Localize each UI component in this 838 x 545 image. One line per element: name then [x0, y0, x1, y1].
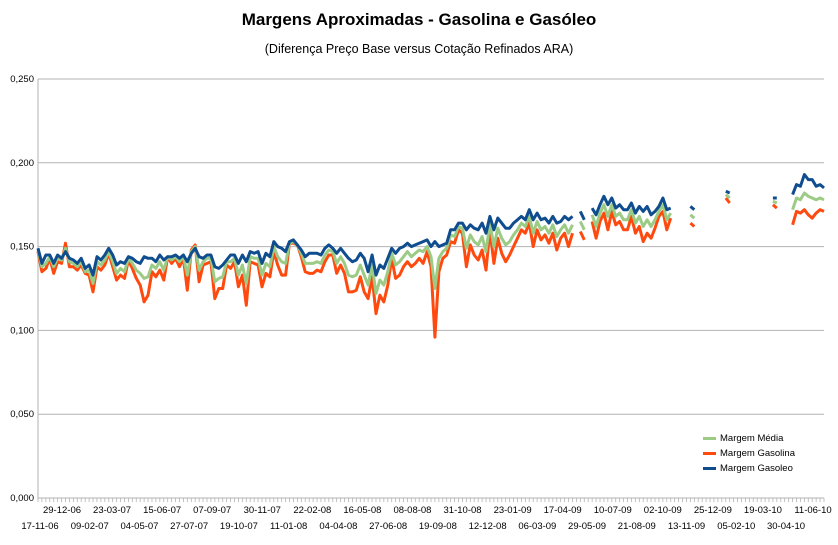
x-tick-label: 21-08-09 [618, 521, 656, 532]
x-tick-label: 23-03-07 [93, 505, 131, 516]
x-tick-label: 16-05-08 [343, 505, 381, 516]
x-tick-label: 19-10-07 [220, 521, 258, 532]
series-line-margem-m-dia [724, 193, 731, 200]
y-tick-label: 0,050 [10, 409, 34, 420]
x-tick-label: 23-01-09 [494, 505, 532, 516]
y-tick-label: 0,250 [10, 74, 34, 85]
x-tick-label: 25-12-09 [694, 505, 732, 516]
x-tick-label: 12-12-08 [469, 521, 507, 532]
x-tick-label: 13-11-09 [668, 521, 705, 532]
legend-item-media: Margem Média [703, 431, 795, 446]
series-lines [36, 173, 825, 339]
x-tick-label: 19-09-08 [419, 521, 457, 532]
x-tick-label: 11-06-10 [794, 505, 831, 516]
legend-swatch-gasoleo [703, 467, 716, 470]
x-tick-label: 22-02-08 [293, 505, 331, 516]
series-line-margem-m-dia [772, 199, 778, 205]
gridlines [37, 78, 825, 502]
x-tick-label: 02-10-09 [644, 505, 682, 516]
series-line-margem-gasolina [724, 197, 731, 204]
x-tick-label: 19-03-10 [744, 505, 782, 516]
series-line-margem-m-dia [36, 214, 574, 295]
x-tick-label: 10-07-09 [594, 505, 632, 516]
series-line-margem-gasoleo [791, 173, 825, 196]
series-line-margem-gasolina [590, 209, 673, 244]
series-line-margem-m-dia [689, 213, 696, 220]
chart-subtitle: (Diferença Preço Base versus Cotação Ref… [264, 42, 574, 56]
x-tick-label: 11-01-08 [270, 521, 307, 532]
x-tick-label: 27-07-07 [170, 521, 208, 532]
legend-item-gasolina: Margem Gasolina [703, 446, 795, 461]
x-tick-label: 30-04-10 [767, 521, 805, 532]
legend-label-gasoleo: Margem Gasoleo [720, 463, 793, 474]
series-line-margem-gasolina [771, 203, 778, 210]
series-line-margem-m-dia [590, 203, 672, 228]
legend-swatch-media [703, 437, 716, 440]
series-line-margem-gasoleo [36, 208, 574, 277]
y-tick-label: 0,000 [10, 493, 34, 504]
y-tick-label: 0,200 [10, 158, 34, 169]
x-tick-label: 06-03-09 [518, 521, 556, 532]
y-tick-label: 0,150 [10, 242, 34, 253]
legend-label-media: Margem Média [720, 433, 784, 444]
x-tick-label: 04-04-08 [319, 521, 357, 532]
y-tick-label: 0,100 [10, 325, 34, 336]
x-axis-tick-labels: 29-12-06 23-03-07 15-06-07 07-09-07 30-11-07… [21, 505, 831, 532]
series-line-margem-gasoleo [578, 210, 586, 221]
legend-item-gasoleo: Margem Gasoleo [703, 461, 795, 476]
x-tick-label: 15-06-07 [143, 505, 181, 516]
series-line-margem-m-dia [791, 191, 825, 211]
x-tick-label: 30-11-07 [244, 505, 281, 516]
x-tick-label: 17-11-06 [21, 521, 58, 532]
legend: Margem Média Margem Gasolina Margem Gaso… [703, 431, 795, 476]
x-tick-label: 17-04-09 [544, 505, 582, 516]
series-line-margem-gasolina [791, 208, 825, 226]
x-tick-label: 05-02-10 [717, 521, 755, 532]
series-line-margem-gasoleo [689, 205, 696, 211]
chart-title: Margens Aproximadas - Gasolina e Gasóleo [241, 10, 597, 29]
y-axis-tick-labels: 0,000 0,050 0,100 0,150 0,200 0,250 [10, 74, 34, 504]
series-line-margem-gasolina [578, 230, 586, 241]
series-line-margem-gasolina [689, 221, 696, 228]
series-line-margem-gasoleo [725, 189, 731, 195]
x-tick-label: 29-05-09 [568, 521, 606, 532]
x-tick-label: 08-08-08 [393, 505, 431, 516]
x-tick-label: 27-06-08 [369, 521, 407, 532]
x-tick-label: 04-05-07 [120, 521, 158, 532]
legend-swatch-gasolina [703, 452, 716, 455]
x-tick-label: 31-10-08 [444, 505, 482, 516]
series-line-margem-m-dia [578, 220, 586, 231]
x-tick-label: 29-12-06 [43, 505, 81, 516]
x-tick-label: 07-09-07 [193, 505, 231, 516]
series-line-margem-gasoleo [590, 194, 672, 217]
legend-label-gasolina: Margem Gasolina [720, 448, 795, 459]
x-tick-label: 09-02-07 [71, 521, 109, 532]
